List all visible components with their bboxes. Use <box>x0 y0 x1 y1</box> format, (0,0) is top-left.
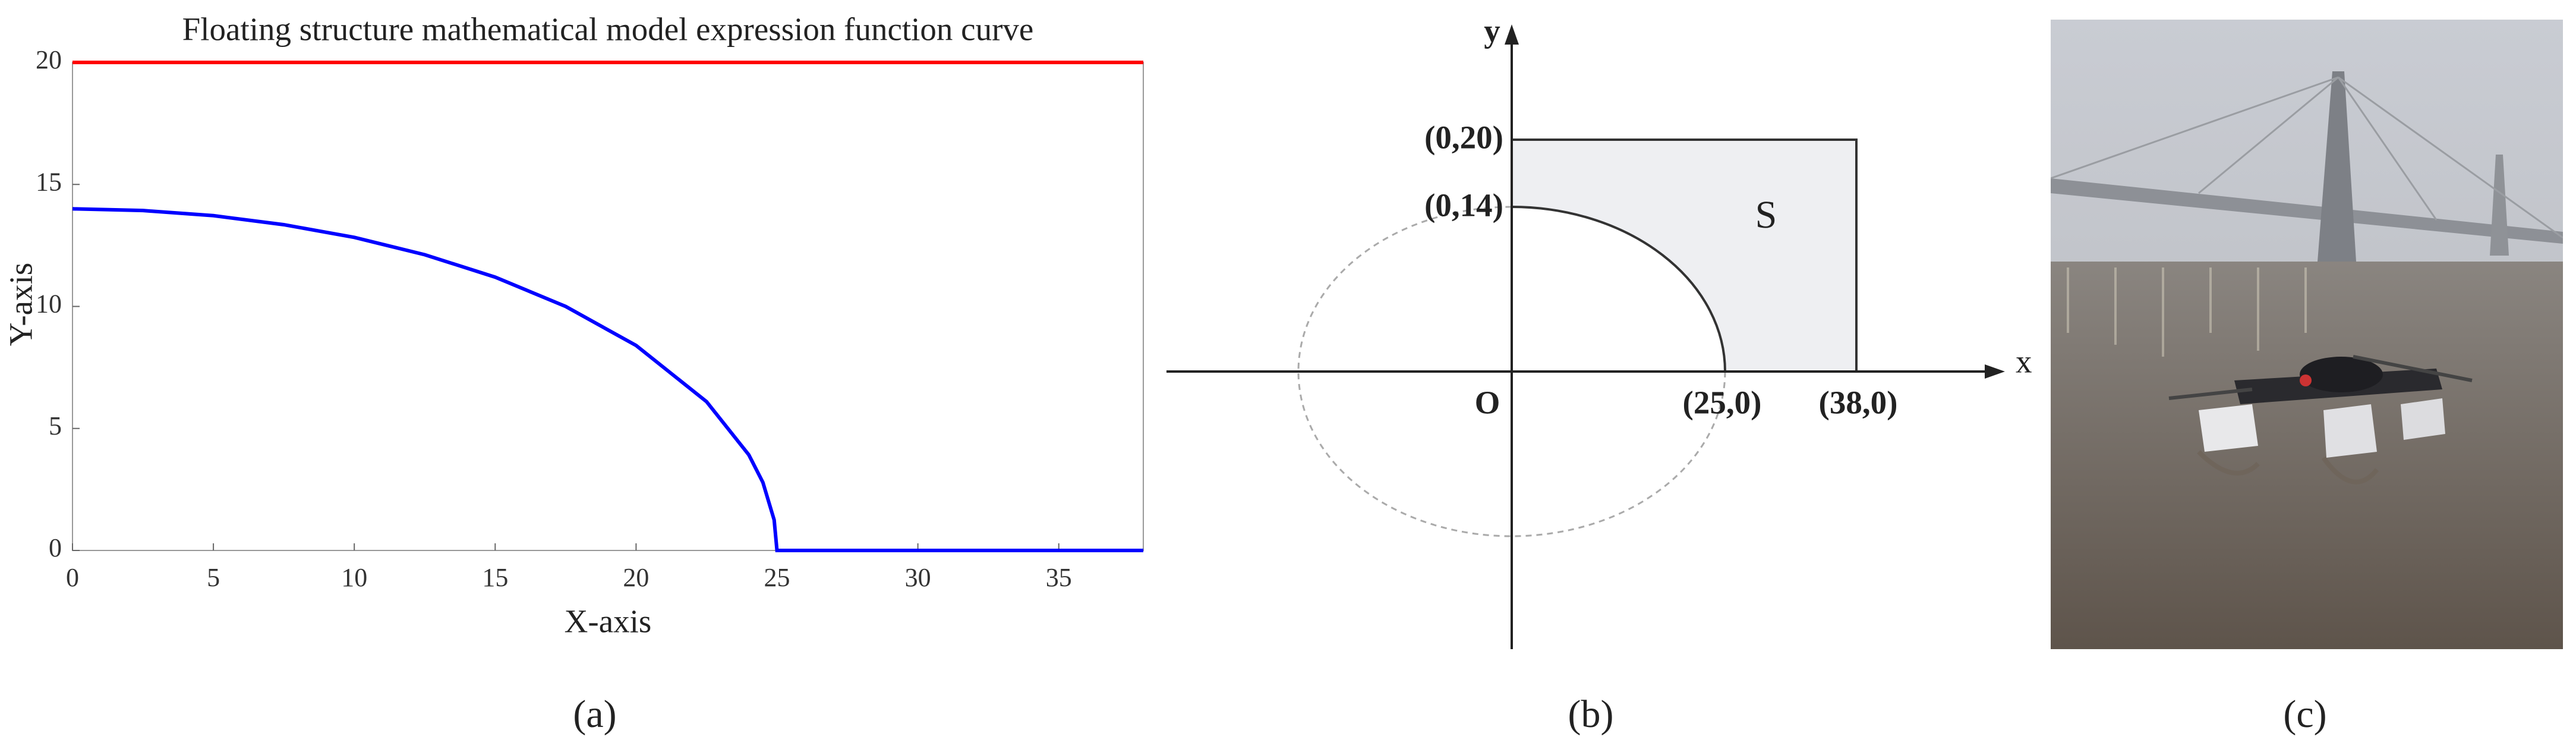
point-label: (0,14) <box>1424 187 1503 224</box>
curve <box>72 207 1143 552</box>
y-tick-label: 0 <box>49 533 62 562</box>
y-axis-label: Y-axis <box>3 263 39 347</box>
x-tick-label: 20 <box>623 563 649 592</box>
point-label: (38,0) <box>1819 385 1898 421</box>
y-tick-label: 20 <box>36 45 62 74</box>
x-tick-label: 35 <box>1046 563 1072 592</box>
chart-title: Floating structure mathematical model ex… <box>182 11 1034 48</box>
caption: (b) <box>1568 693 1614 736</box>
y-tick-label: 15 <box>36 167 62 196</box>
origin-label: O <box>1475 385 1500 421</box>
caption: (a) <box>573 693 616 736</box>
ellipse-arc <box>1511 206 1726 372</box>
x-tick-label: 0 <box>66 563 79 592</box>
diagram: y x (0,20) (0,14) S O (25,0) (38,0) <box>1166 13 2032 649</box>
axis-x-label: x <box>2016 344 2032 380</box>
x-tick-label: 25 <box>764 563 790 592</box>
photo <box>2051 20 2563 649</box>
x-tick-label: 10 <box>341 563 367 592</box>
y-tick-label: 5 <box>49 411 62 440</box>
x-tick-label: 15 <box>482 563 508 592</box>
axis-y-label: y <box>1484 13 1500 49</box>
y-tick-label: 10 <box>36 289 62 319</box>
caption: (c) <box>2283 693 2326 736</box>
x-axis-label: X-axis <box>565 603 652 640</box>
plot-frame <box>72 62 1144 551</box>
point-label: (25,0) <box>1683 385 1762 421</box>
x-tick-label: 30 <box>905 563 931 592</box>
drone <box>2168 355 2473 484</box>
x-arrow <box>1985 364 2005 379</box>
x-tick-label: 5 <box>207 563 220 592</box>
ellipse-cut <box>1512 207 1725 372</box>
y-arrow <box>1505 24 1519 45</box>
region-label: S <box>1755 193 1777 237</box>
point-label: (0,20) <box>1424 119 1503 156</box>
